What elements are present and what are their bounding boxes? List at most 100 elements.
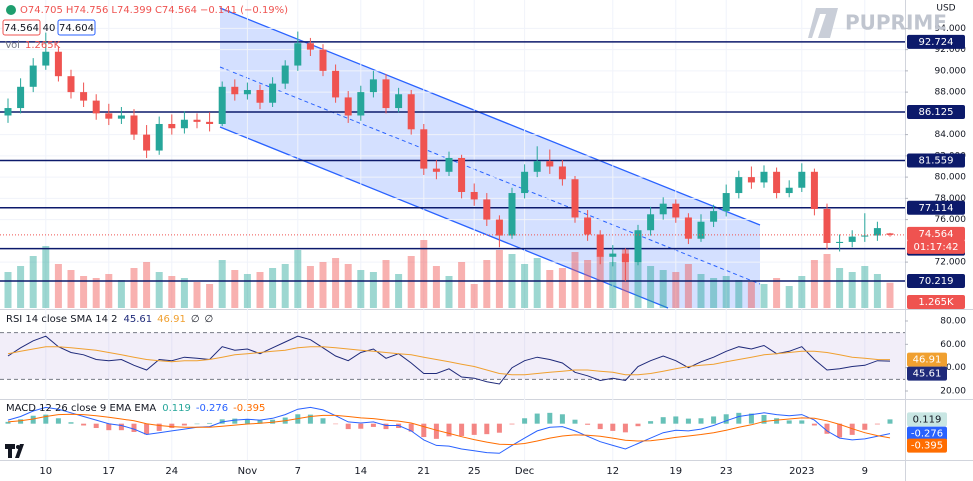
volume-bar — [29, 256, 37, 308]
candle-body — [143, 134, 151, 151]
open: O74.705 — [20, 5, 63, 16]
level-label: 92.724 — [919, 37, 954, 48]
macd-histogram-bar — [786, 420, 792, 424]
macd-histogram-bar — [156, 423, 162, 431]
macd-histogram-bar — [736, 412, 742, 424]
y-tick-label: 94.000 — [935, 24, 967, 34]
volume-bar — [722, 276, 730, 308]
ohlc: O74.705 H74.756 L74.399 C74.564 −0.141 (−0.1… — [20, 5, 288, 16]
macd-histogram-bar — [320, 418, 326, 424]
countdown: 01:17:42 — [914, 242, 959, 253]
candle-body — [659, 203, 667, 215]
volume-bar — [558, 268, 566, 308]
candle-body — [596, 234, 604, 257]
macd-histogram-bar — [169, 423, 175, 429]
volume-bar — [571, 252, 579, 308]
candle-body — [634, 230, 642, 263]
candle-body — [609, 253, 617, 257]
volume-bar — [836, 268, 844, 308]
macd-histogram-bar — [433, 423, 439, 439]
volume-bar — [584, 260, 592, 308]
rsi-sma-value: 46.91 — [157, 314, 186, 325]
x-tick-label: 17 — [102, 466, 115, 477]
macd-histogram-bar — [685, 418, 691, 424]
macd-histogram-bar — [471, 423, 477, 435]
volume-bar — [117, 280, 125, 308]
macd-line — [7, 413, 891, 446]
last-price-label: 74.564 — [919, 229, 954, 240]
candle-body — [206, 121, 214, 124]
ask-box[interactable] — [57, 19, 96, 36]
high: H74.756 — [66, 5, 109, 16]
countdown-box — [907, 239, 965, 254]
macd-histogram-bar — [18, 419, 24, 424]
volume-bar — [395, 274, 403, 308]
volume-bar — [470, 284, 478, 308]
macd-histogram-bar — [131, 423, 137, 432]
candle-body — [218, 86, 226, 124]
volume-bar — [533, 258, 541, 308]
volume-bar — [269, 268, 277, 308]
last-price-label-box — [907, 226, 965, 241]
macd-histogram-bar — [698, 418, 704, 424]
volume-label: 1.265K — [918, 297, 954, 308]
volume-bar — [54, 264, 62, 308]
volume-bar — [243, 274, 251, 308]
macd-histogram-bar — [887, 419, 893, 424]
y-tick-label: 78.000 — [935, 194, 967, 204]
volume-bar — [168, 276, 176, 308]
volume-bar — [180, 278, 188, 308]
macd-histogram-bar — [270, 419, 276, 424]
candle-body — [180, 119, 188, 129]
candle-body — [382, 79, 390, 109]
macd-histogram-bar — [484, 423, 490, 435]
candle-body — [130, 115, 138, 135]
macd-histogram-bar — [307, 414, 313, 424]
volume-bar — [344, 264, 352, 308]
macd-histogram-bar — [723, 414, 729, 424]
macd-histogram-bar — [522, 418, 528, 424]
macd-signal-value: -0.395 — [233, 403, 265, 414]
volume-bar — [357, 270, 365, 308]
macd-histogram-bar — [333, 423, 339, 425]
bid[interactable]: 74.564 — [4, 23, 39, 34]
volume-bar — [798, 276, 806, 308]
x-tick-label: 24 — [165, 466, 178, 477]
candle-body — [344, 97, 352, 116]
x-tick-label: 21 — [417, 466, 430, 477]
candle-body — [710, 211, 718, 222]
macd-histogram-bar — [622, 423, 628, 433]
volume-bar — [420, 240, 428, 308]
volume-bar — [281, 264, 289, 308]
x-tick-label: 7 — [295, 466, 301, 477]
candle-body — [823, 208, 831, 243]
x-tick-label: Dec — [515, 466, 534, 477]
candle-body — [533, 161, 541, 172]
candle-body — [684, 217, 692, 239]
macd-histogram-bar — [874, 423, 880, 425]
volume-bar — [193, 282, 201, 308]
x-tick-label: 9 — [862, 466, 868, 477]
macd-histogram-bar — [43, 414, 49, 424]
x-tick-label: 10 — [39, 466, 52, 477]
ask[interactable]: 74.604 — [59, 23, 94, 34]
rsi-header: RSI 14 close SMA 14 2 45.61 46.91 ∅ ∅ — [6, 314, 213, 325]
bid-box[interactable] — [2, 19, 41, 36]
rsi-line — [7, 335, 891, 385]
currency: USD — [936, 4, 955, 14]
candle-body — [54, 51, 62, 77]
volume-label-box — [907, 295, 965, 309]
rsi-value-label-box — [907, 366, 947, 381]
macd-histogram-bar — [93, 423, 99, 429]
macd-histogram-bar — [585, 423, 591, 425]
macd-value-label: -0.395 — [911, 441, 943, 452]
macd-value-label-box — [907, 438, 947, 453]
spread: 40 — [43, 23, 56, 34]
macd-value-label-box — [907, 426, 947, 441]
volume-bar — [647, 266, 655, 308]
rsi-title: RSI 14 close SMA 14 2 — [6, 314, 118, 325]
channel-middle — [219, 66, 761, 285]
candle-body — [558, 166, 566, 180]
